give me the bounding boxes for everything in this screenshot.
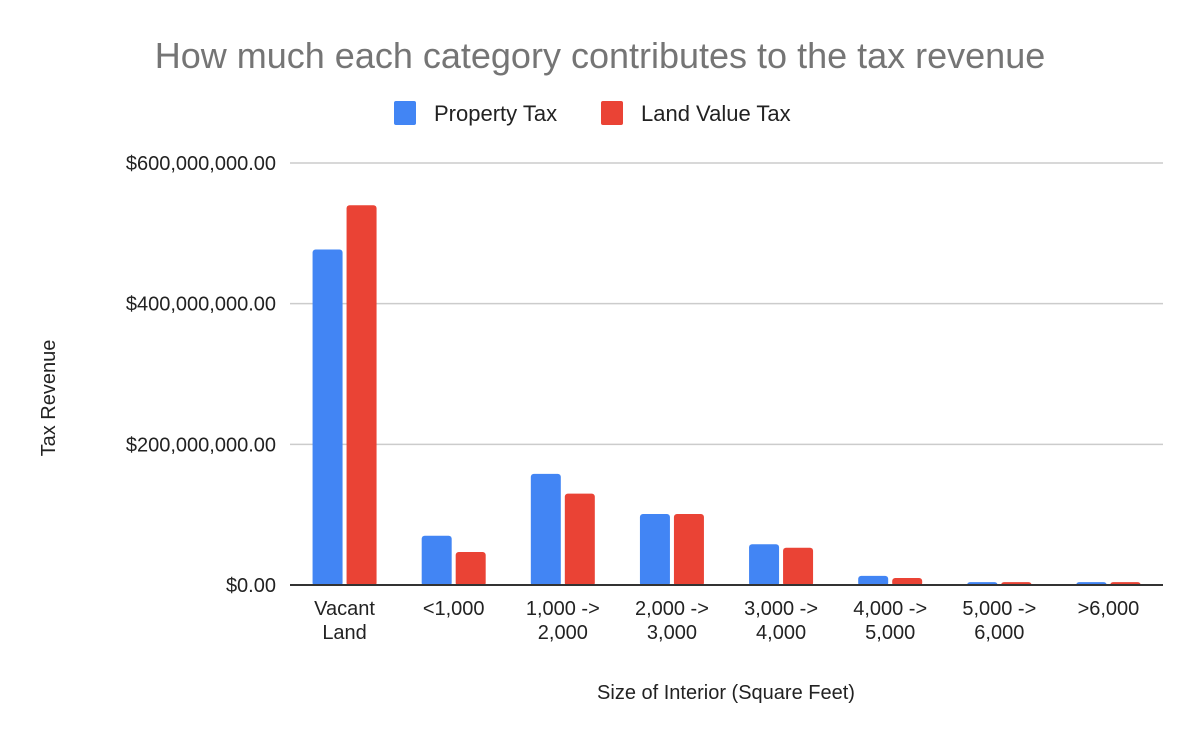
bar-property-tax[interactable] xyxy=(530,473,561,586)
bar-property-tax[interactable] xyxy=(421,535,452,586)
legend-swatch-property-tax xyxy=(394,101,416,125)
bar-land-value-tax[interactable] xyxy=(673,513,704,586)
y-axis-ticks: $0.00 $200,000,000.00 $400,000,000.00 $600,… xyxy=(126,153,276,597)
bar-property-tax[interactable] xyxy=(312,249,343,586)
x-tick-label: 5,000 -> 6,000 xyxy=(962,598,1036,644)
x-axis-title: Size of Interior (Square Feet) xyxy=(597,682,855,704)
bar-land-value-tax[interactable] xyxy=(783,547,814,586)
x-axis-ticks: Vacant Land <1,000 1,000 -> 2,000 2,000 -> 3,0… xyxy=(314,598,1139,644)
bar-property-tax[interactable] xyxy=(749,544,780,586)
bar-property-tax[interactable] xyxy=(639,513,670,586)
x-tick-label: <1,000 xyxy=(423,598,485,620)
legend-item-land-value-tax[interactable]: Land Value Tax xyxy=(601,101,791,126)
legend-item-property-tax[interactable]: Property Tax xyxy=(394,101,557,126)
x-tick-label: 3,000 -> 4,000 xyxy=(744,598,818,644)
y-axis-title: Tax Revenue xyxy=(38,340,60,457)
legend-label-property-tax: Property Tax xyxy=(434,101,557,126)
legend-label-land-value-tax: Land Value Tax xyxy=(641,101,791,126)
x-tick-label: 4,000 -> 5,000 xyxy=(853,598,927,644)
bar-land-value-tax[interactable] xyxy=(346,205,377,586)
legend: Property Tax Land Value Tax xyxy=(394,101,791,126)
bar-property-tax[interactable] xyxy=(858,575,889,586)
x-tick-label: Vacant Land xyxy=(314,598,375,644)
legend-swatch-land-value-tax xyxy=(601,101,623,125)
x-tick-label: 1,000 -> 2,000 xyxy=(526,598,600,644)
y-tick-label: $600,000,000.00 xyxy=(126,153,276,175)
y-tick-label: $200,000,000.00 xyxy=(126,434,276,456)
y-tick-label: $0.00 xyxy=(226,575,276,597)
chart-title: How much each category contributes to th… xyxy=(155,35,1046,76)
x-tick-label: 2,000 -> 3,000 xyxy=(635,598,709,644)
bar-land-value-tax[interactable] xyxy=(564,493,595,586)
y-tick-label: $400,000,000.00 xyxy=(126,294,276,316)
gridlines xyxy=(290,162,1163,446)
x-tick-label: >6,000 xyxy=(1078,598,1140,620)
bar-land-value-tax[interactable] xyxy=(892,577,923,586)
bar-land-value-tax[interactable] xyxy=(455,551,486,586)
bars xyxy=(312,205,1141,586)
